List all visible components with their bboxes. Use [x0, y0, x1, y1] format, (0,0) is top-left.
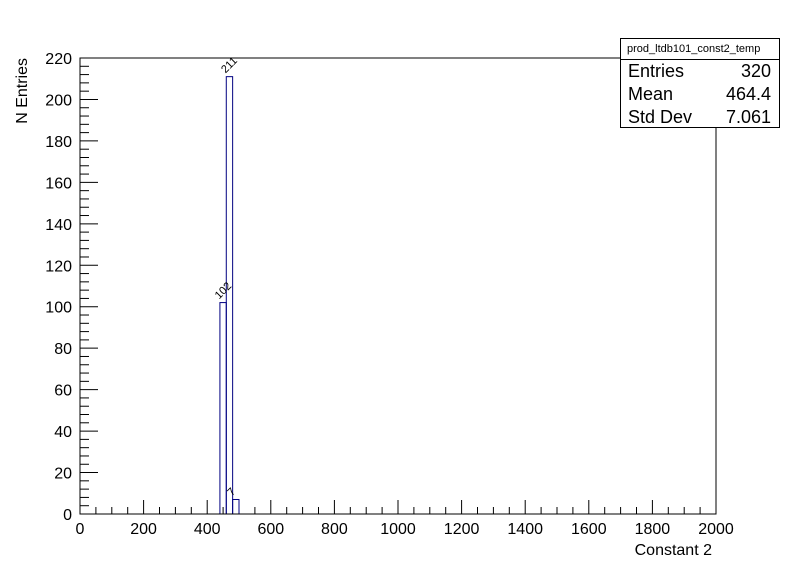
y-tick-label: 80 [54, 341, 72, 358]
bar-value-label: 7 [225, 486, 238, 499]
y-tick-label: 140 [45, 217, 72, 234]
x-tick-label: 200 [130, 521, 157, 538]
stats-box: prod_ltdb101_const2_temp Entries 320 Mea… [620, 38, 780, 128]
x-tick-label: 1400 [507, 521, 543, 538]
histogram-bar [219, 302, 227, 515]
x-tick-label: 2000 [698, 521, 734, 538]
axis-ticks [79, 57, 717, 515]
stats-row-mean: Mean 464.4 [621, 83, 779, 106]
y-tick-label: 120 [45, 258, 72, 275]
y-axis-label: N Entries [14, 58, 31, 124]
stats-title: prod_ltdb101_const2_temp [621, 39, 779, 60]
bar-value-label: 102 [213, 280, 234, 301]
y-tick-label: 0 [63, 507, 72, 524]
x-tick-label: 600 [257, 521, 284, 538]
stats-label: Std Dev [628, 107, 693, 127]
x-tick-label: 800 [321, 521, 348, 538]
y-tick-label: 60 [54, 383, 72, 400]
x-axis-label: Constant 2 [635, 542, 712, 559]
x-tick-label: 1200 [444, 521, 480, 538]
stats-value: 464.4 [725, 84, 771, 104]
y-tick-label: 40 [54, 424, 72, 441]
stats-row-std-dev: Std Dev 7.061 [621, 106, 779, 129]
stats-value: 7.061 [725, 107, 771, 127]
plot-frame [79, 57, 717, 515]
y-tick-label: 220 [45, 51, 72, 68]
y-tick-label: 20 [54, 466, 72, 483]
histogram-bar [232, 498, 240, 515]
x-tick-label: 1600 [571, 521, 607, 538]
y-tick-label: 180 [45, 134, 72, 151]
x-tick-label: 400 [194, 521, 221, 538]
stats-row-entries: Entries 320 [621, 60, 779, 83]
x-tick-label: 0 [76, 521, 85, 538]
stats-label: Mean [628, 84, 674, 104]
y-tick-label: 100 [45, 300, 72, 317]
x-tick-label: 1000 [380, 521, 416, 538]
y-tick-label: 200 [45, 92, 72, 109]
y-tick-label: 160 [45, 175, 72, 192]
stats-label: Entries [628, 61, 685, 81]
stats-value: 320 [740, 61, 771, 81]
x-tick-label: 1800 [635, 521, 671, 538]
